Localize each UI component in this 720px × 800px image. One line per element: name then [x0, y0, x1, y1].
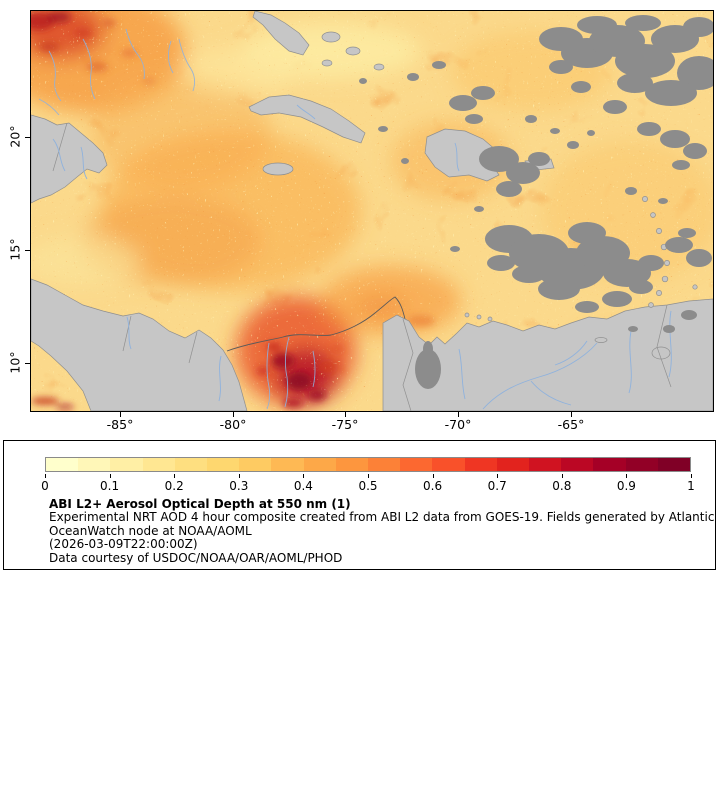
rivers	[38, 28, 316, 410]
colorbar-segment	[432, 458, 465, 471]
colorbar-tick-label: 0.1	[100, 479, 120, 493]
colorbar-segment	[207, 458, 240, 471]
coastline	[226, 296, 406, 352]
colorbar-tick-label: 0.7	[487, 479, 507, 493]
colorbar-tick	[368, 474, 369, 478]
colorbar-tick-label: 0.3	[229, 479, 249, 493]
colorbar-tick	[174, 474, 176, 478]
y-tick-mark	[25, 250, 30, 251]
colorbar-tick	[432, 474, 434, 478]
colorbar-tick	[109, 474, 111, 478]
colorbar-ticks: 0 0.1 0.2 0.3 0.4 0.5 0.6 0.7 0.8 0.9 1	[41, 472, 695, 496]
colorbar-tick	[626, 474, 628, 478]
colorbar-segment	[78, 458, 111, 471]
colorbar-segment	[239, 458, 272, 471]
colorbar-segment	[110, 458, 143, 471]
colorbar-segment	[271, 458, 304, 471]
legend-description-line1: Experimental NRT AOD 4 hour composite cr…	[49, 510, 715, 525]
x-tick-mark	[345, 412, 346, 417]
colorbar-tick-label: 1	[687, 479, 695, 493]
colorbar-segment	[657, 458, 691, 471]
lake-maracaibo	[415, 341, 441, 389]
colorbar-segment	[400, 458, 433, 471]
colorbar-tick	[691, 474, 692, 478]
colorbar	[45, 457, 691, 472]
colorbar-segment	[561, 458, 594, 471]
colorbar-tick-label: 0.9	[616, 479, 636, 493]
colorbar-tick-label: 0.8	[552, 479, 572, 493]
colorbar-segment	[368, 458, 401, 471]
x-tick-mark	[571, 412, 572, 417]
colorbar-tick	[238, 474, 240, 478]
y-axis-label: 15°	[7, 238, 23, 261]
colorbar-segment	[174, 458, 208, 471]
legend-box: 0 0.1 0.2 0.3 0.4 0.5 0.6 0.7 0.8 0.9 1 ABI L2+ Ae…	[3, 440, 716, 570]
colorbar-tick-label: 0.2	[164, 479, 184, 493]
x-axis-label: -85°	[106, 417, 134, 432]
colorbar-tick-label: 0.6	[423, 479, 443, 493]
colorbar-tick-label: 0	[41, 479, 49, 493]
colorbar-segment	[625, 458, 658, 471]
colorbar-segment	[335, 458, 369, 471]
legend-timestamp: (2026-03-09T22:00:00Z)	[49, 537, 198, 552]
colorbar-segment	[496, 458, 530, 471]
colorbar-tick-label: 0.4	[293, 479, 313, 493]
x-axis-label: -75°	[331, 417, 359, 432]
x-tick-mark	[233, 412, 234, 417]
y-tick-mark	[25, 137, 30, 138]
x-axis-label: -70°	[444, 417, 472, 432]
colorbar-segment	[593, 458, 626, 471]
y-axis-label: 10°	[7, 351, 23, 374]
rivers-on-land	[52, 104, 672, 410]
y-axis-label: 20°	[7, 125, 23, 148]
legend-description-line2: OceanWatch node at NOAA/AOML	[49, 523, 252, 538]
country-borders	[52, 122, 672, 411]
colorbar-segment	[464, 458, 497, 471]
legend-text: ABI L2+ Aerosol Optical Depth at 550 nm …	[49, 497, 715, 565]
colorbar-segment	[303, 458, 336, 471]
colorbar-tick	[303, 474, 305, 478]
colorbar-wrap: 0 0.1 0.2 0.3 0.4 0.5 0.6 0.7 0.8 0.9 1	[41, 457, 695, 499]
colorbar-segment	[46, 458, 79, 471]
legend-title: ABI L2+ Aerosol Optical Depth at 550 nm …	[49, 497, 351, 511]
aod-hotspots	[31, 11, 435, 410]
x-tick-mark	[120, 412, 121, 417]
x-tick-mark	[458, 412, 459, 417]
map-art	[31, 11, 713, 411]
colorbar-segment	[529, 458, 562, 471]
colorbar-tick	[45, 474, 46, 478]
colorbar-segment	[142, 458, 175, 471]
legend-courtesy: Data courtesy of USDOC/NOAA/OAR/AOML/PHO…	[49, 550, 343, 565]
colorbar-tick-label: 0.5	[358, 479, 378, 493]
colorbar-tick	[561, 474, 563, 478]
map-panel	[30, 10, 714, 412]
colorbar-tick	[497, 474, 499, 478]
x-axis-label: -80°	[219, 417, 247, 432]
cloud-mask	[359, 15, 713, 333]
y-tick-mark	[25, 363, 30, 364]
x-axis-label: -65°	[557, 417, 585, 432]
